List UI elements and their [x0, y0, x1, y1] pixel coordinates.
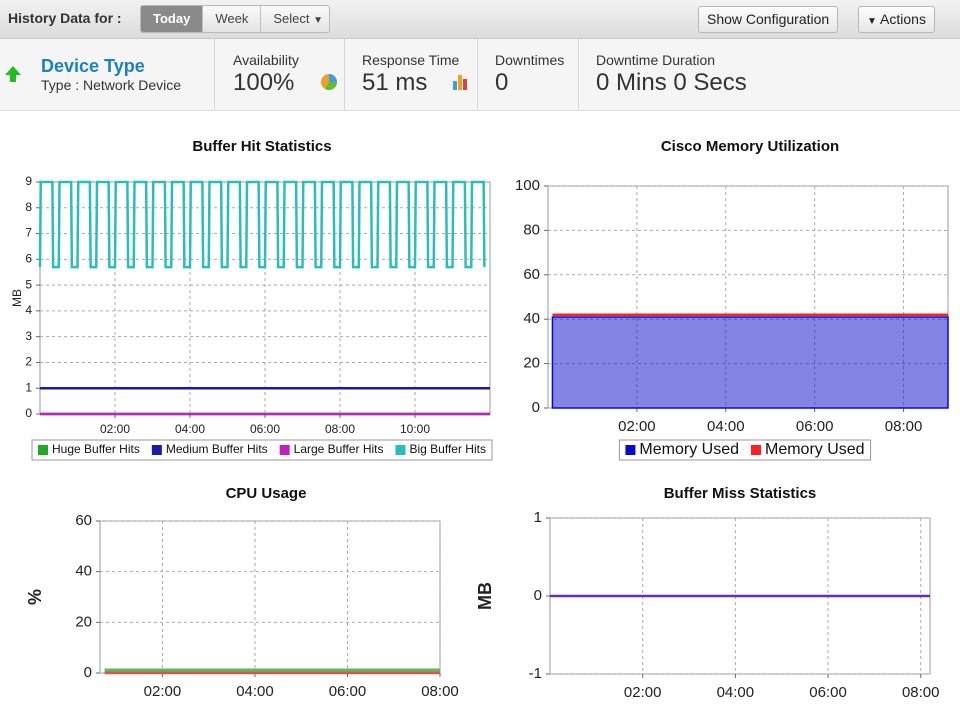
y-tick-label: 80 — [523, 221, 540, 238]
legend: Huge Buffer Hits Medium Buffer Hits Large … — [31, 439, 493, 461]
toolbar: History Data for : Today Week Select ▼ S… — [0, 0, 960, 39]
x-tick-label: 08:00 — [902, 684, 940, 701]
legend-label: Memory Used — [765, 441, 865, 458]
downtimes-cell: Downtimes 0 — [478, 39, 579, 110]
legend-swatch — [751, 445, 761, 455]
y-tick-label: 8 — [25, 200, 32, 214]
pie-icon — [321, 74, 338, 91]
y-tick-label: 0 — [25, 406, 32, 420]
y-axis-label: MB — [10, 289, 24, 307]
x-tick-label: 08:00 — [885, 418, 923, 435]
metric-value: 0 — [495, 69, 509, 96]
legend-swatch — [395, 445, 406, 455]
actions-icon: ▼ — [867, 16, 877, 27]
legend-swatch — [279, 445, 290, 455]
legend-swatch — [625, 445, 636, 455]
downtime-duration-cell: Downtime Duration 0 Mins 0 Secs — [579, 39, 959, 110]
x-tick-label: 06:00 — [250, 422, 280, 436]
legend-frame — [618, 439, 872, 461]
x-tick-label: 02:00 — [618, 418, 656, 435]
x-tick-label: 06:00 — [329, 683, 367, 700]
response-cell: Response Time 51 ms — [345, 39, 478, 110]
y-tick-label: 9 — [25, 174, 32, 188]
device-title[interactable]: Device Type — [41, 56, 145, 76]
line — [38, 180, 486, 269]
y-tick-label: 0 — [534, 587, 542, 604]
y-tick-label: 0 — [84, 664, 92, 681]
show-configuration-button[interactable]: Show Configuration — [698, 6, 839, 33]
y-tick-label: 7 — [25, 226, 32, 240]
legend-frame — [31, 439, 493, 461]
chart-title: Buffer Miss Statistics — [664, 485, 817, 502]
x-tick-label: 06:00 — [796, 418, 834, 435]
metric-label: Downtimes — [495, 52, 565, 68]
metric-label: Downtime Duration — [596, 52, 716, 68]
x-tick-label: 04:00 — [707, 418, 745, 435]
status-up-arrow — [5, 66, 21, 82]
y-tick-label: 6 — [25, 252, 32, 266]
legend-label: Memory Used — [639, 441, 739, 458]
y-tick-label: 4 — [25, 303, 32, 317]
y-tick-label: -1 — [529, 665, 542, 682]
metric-label: Response Time — [362, 52, 460, 68]
week-button[interactable]: Week — [203, 6, 262, 32]
actions-button[interactable]: ▼ Actions — [858, 6, 935, 33]
bar-icon — [453, 75, 467, 90]
legend-label: Huge Buffer Hits — [52, 442, 140, 456]
x-tick-label: 08:00 — [421, 683, 459, 700]
y-tick-label: 40 — [523, 310, 540, 327]
device-cell: Device Type Type : Network Device — [0, 39, 215, 110]
range-selector: Today Week Select ▼ — [140, 5, 330, 33]
metric-value: 0 Mins 0 Secs — [596, 69, 747, 96]
y-tick-label: 3 — [25, 329, 32, 343]
x-tick-label: 06:00 — [809, 684, 847, 701]
x-tick-label: 08:00 — [325, 422, 355, 436]
metric-label: Availability — [233, 52, 299, 68]
actions-label: Actions — [880, 11, 926, 27]
y-tick-label: 1 — [25, 380, 32, 394]
x-tick-label: 04:00 — [236, 683, 274, 700]
y-tick-label: 1 — [534, 509, 542, 526]
device-type: Type : Network Device — [41, 77, 182, 93]
legend-label: Medium Buffer Hits — [166, 442, 268, 456]
metric-value: 100% — [233, 69, 295, 96]
x-tick-label: 02:00 — [144, 683, 182, 700]
y-tick-label: 20 — [75, 613, 92, 630]
y-axis-label: % — [25, 589, 45, 605]
chart-title: Cisco Memory Utilization — [661, 138, 839, 155]
legend-swatch — [38, 445, 49, 455]
y-tick-label: 2 — [25, 355, 32, 369]
select-button[interactable]: Select ▼ — [261, 6, 329, 32]
x-tick-label: 04:00 — [717, 684, 755, 701]
summary-bar: Device Type Type : Network Device Availa… — [0, 39, 960, 111]
y-tick-label: 20 — [523, 355, 540, 372]
y-tick-label: 60 — [75, 512, 92, 529]
y-tick-label: 100 — [515, 177, 540, 194]
x-tick-label: 04:00 — [175, 422, 205, 436]
caret: ▼ — [313, 15, 323, 26]
y-tick-label: 5 — [25, 277, 32, 291]
availability-cell: Availability 100% — [215, 39, 345, 110]
chart-title: Buffer Hit Statistics — [192, 138, 331, 155]
plot-frame — [99, 520, 441, 674]
today-button[interactable]: Today — [141, 6, 204, 32]
legend: Memory Used Memory Used — [618, 439, 872, 461]
chart-title: CPU Usage — [226, 485, 307, 502]
toolbar-label: History Data for : — [8, 10, 122, 26]
x-tick-label: 02:00 — [100, 422, 130, 436]
metric-value: 51 ms — [362, 69, 428, 96]
area — [551, 316, 949, 409]
x-tick-label: 10:00 — [400, 422, 430, 436]
y-axis-label: MB — [475, 582, 495, 610]
legend-label: Large Buffer Hits — [294, 442, 384, 456]
legend-swatch — [151, 445, 162, 455]
x-tick-label: 02:00 — [624, 684, 662, 701]
y-tick-label: 0 — [532, 399, 540, 416]
legend-label: Big Buffer Hits — [409, 442, 485, 456]
y-tick-label: 40 — [75, 563, 92, 580]
y-tick-label: 60 — [523, 266, 540, 283]
select-label: Select — [273, 11, 310, 26]
